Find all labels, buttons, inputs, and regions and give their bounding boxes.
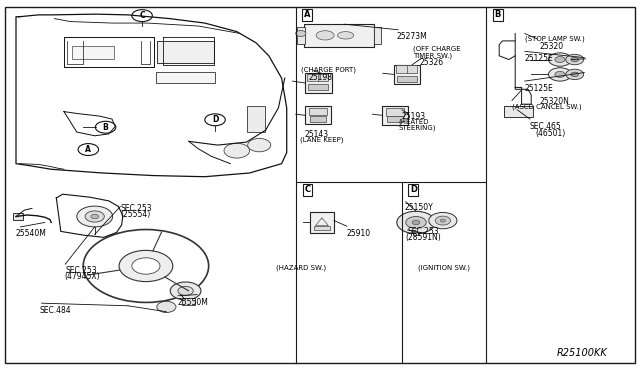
Text: 25326: 25326 [419,58,444,67]
Text: 25540M: 25540M [16,229,47,238]
Text: SEC.465: SEC.465 [530,122,562,131]
Text: SEC.253: SEC.253 [120,204,152,213]
Circle shape [95,121,116,133]
Text: B: B [495,10,501,19]
Circle shape [170,282,201,300]
Text: SEC.484: SEC.484 [40,306,71,315]
Text: D: D [212,115,218,124]
Circle shape [78,144,99,155]
Text: (STOP LAMP SW.): (STOP LAMP SW.) [525,35,584,42]
Bar [319,74,328,81]
Bar [305,106,331,124]
Text: (HAZARD SW.): (HAZARD SW.) [276,264,326,270]
Text: 25273M: 25273M [397,32,428,41]
Text: R25100KK: R25100KK [557,348,607,358]
Text: (OFF CHARGE: (OFF CHARGE [413,45,460,52]
Circle shape [412,220,420,225]
Bar [13,213,23,220]
Circle shape [77,206,113,227]
Bar [247,106,265,132]
Bar [387,116,403,122]
Circle shape [91,214,99,219]
Text: D: D [410,185,417,194]
Circle shape [178,286,193,295]
Circle shape [205,114,225,126]
Text: (LANE KEEP): (LANE KEEP) [300,137,343,143]
Circle shape [119,250,173,282]
Circle shape [555,57,565,62]
Circle shape [132,10,152,22]
Circle shape [85,211,104,222]
Circle shape [224,143,250,158]
Text: A: A [304,10,310,19]
Text: STEERING): STEERING) [398,125,436,131]
Circle shape [440,219,445,222]
Bar [307,74,319,81]
Bar [308,84,328,90]
Circle shape [296,31,306,36]
Circle shape [429,212,457,229]
Text: 25320N: 25320N [540,97,570,106]
Text: SEC.253: SEC.253 [65,266,97,275]
Text: 25550M: 25550M [178,298,209,307]
Text: SEC.253: SEC.253 [407,227,438,236]
Ellipse shape [338,32,354,39]
Text: (47945X): (47945X) [64,272,100,281]
Text: 25143: 25143 [305,130,329,139]
Circle shape [435,216,451,225]
Circle shape [248,138,271,152]
Bar [396,65,408,73]
Bar [374,27,381,44]
Bar [305,73,332,93]
Circle shape [548,53,572,66]
Text: 25198: 25198 [308,73,333,82]
Text: B: B [103,123,108,132]
Bar [310,212,334,233]
Circle shape [571,57,579,62]
Circle shape [406,217,426,228]
Text: 25125E: 25125E [525,54,554,63]
Text: (46501): (46501) [535,129,565,138]
Text: (HEATED: (HEATED [398,118,429,125]
Bar [304,24,374,46]
Text: 25150Y: 25150Y [404,203,433,212]
Text: 25320: 25320 [540,42,564,51]
Text: 25125E: 25125E [525,84,554,93]
Circle shape [571,72,579,77]
Bar [394,65,420,84]
Bar [413,232,419,235]
Bar [314,226,330,230]
Bar [408,65,417,73]
Text: A: A [85,145,92,154]
Text: (CHARGE PORT): (CHARGE PORT) [301,67,356,73]
Text: (25554): (25554) [120,210,150,219]
Bar [156,72,215,83]
Text: (ASCD CANCEL SW.): (ASCD CANCEL SW.) [512,103,582,110]
Circle shape [548,68,572,81]
Circle shape [132,258,160,274]
Text: C: C [304,185,310,194]
Circle shape [555,71,565,77]
Bar [157,41,214,63]
Bar [72,46,114,60]
Circle shape [566,54,584,65]
Bar [504,106,533,117]
Bar [297,27,305,44]
Bar [182,298,195,305]
Bar [382,106,408,125]
Text: TIMER SW.): TIMER SW.) [413,52,452,58]
Text: (28591N): (28591N) [406,233,442,242]
Bar [386,108,404,116]
Circle shape [566,69,584,80]
Ellipse shape [316,31,334,40]
Bar [309,108,327,115]
Circle shape [157,301,176,312]
Bar [397,76,417,82]
Bar [310,116,326,122]
Circle shape [397,211,435,234]
Text: 25193: 25193 [401,112,426,121]
Text: (IGNITION SW.): (IGNITION SW.) [417,264,470,270]
Text: C: C [140,11,145,20]
Text: 25910: 25910 [347,229,371,238]
